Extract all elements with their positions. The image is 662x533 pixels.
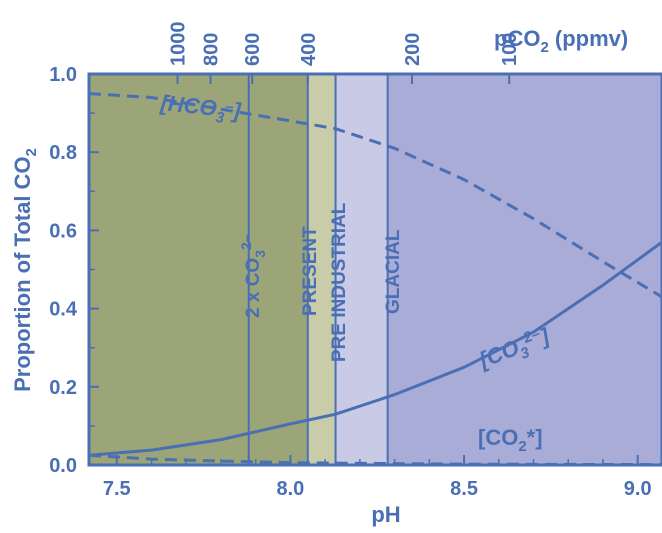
top-axis-label: pCO2 (ppmv) <box>494 26 628 56</box>
region-1 <box>307 74 336 465</box>
label-co2: [CO2*] <box>478 425 543 455</box>
x-tick-label-2: 8.5 <box>450 478 478 500</box>
y-tick-label-1: 0.2 <box>49 377 77 399</box>
y-tick-label-4: 0.8 <box>49 142 77 164</box>
x-axis-label: pH <box>371 502 400 527</box>
region-3 <box>387 74 662 465</box>
y-axis-label: Proportion of Total CO2 <box>10 148 40 392</box>
label-pre-industrial: PRE INDUSTRIAL <box>329 202 350 362</box>
y-tick-label-2: 0.4 <box>49 299 78 321</box>
top-tick-label-1: 800 <box>201 33 223 66</box>
series-line-1 <box>88 240 662 457</box>
top-tick-label-3: 400 <box>298 33 320 66</box>
x-tick-label-1: 8.0 <box>277 478 305 500</box>
shaded-regions <box>89 74 662 465</box>
top-tick-label-5: 100 <box>499 33 521 66</box>
top-tick-label-4: 200 <box>402 33 424 66</box>
label-2x-co3: 2 x CO32– <box>238 234 268 318</box>
region-0 <box>89 74 308 465</box>
label-glacial: GLACIAL <box>383 229 404 314</box>
y-tick-label-3: 0.6 <box>49 220 77 242</box>
y-tick-label-5: 1.0 <box>49 64 77 86</box>
top-tick-label-2: 600 <box>242 33 264 66</box>
label-present: PRESENT <box>300 226 321 316</box>
marker-lines <box>247 74 389 465</box>
axes: 7.5 8.0 8.5 9.0 0.0 0.2 0.4 0.6 0.8 1.0 1000 800 600… <box>49 22 651 501</box>
x-tick-label-0: 7.5 <box>103 478 131 500</box>
label-hco3: [HCO3–] <box>158 90 243 128</box>
top-tick-label-0: 1000 <box>168 22 190 67</box>
series-line-0 <box>88 92 662 299</box>
x-tick-label-3: 9.0 <box>624 478 652 500</box>
y-tick-label-0: 0.0 <box>49 455 77 477</box>
